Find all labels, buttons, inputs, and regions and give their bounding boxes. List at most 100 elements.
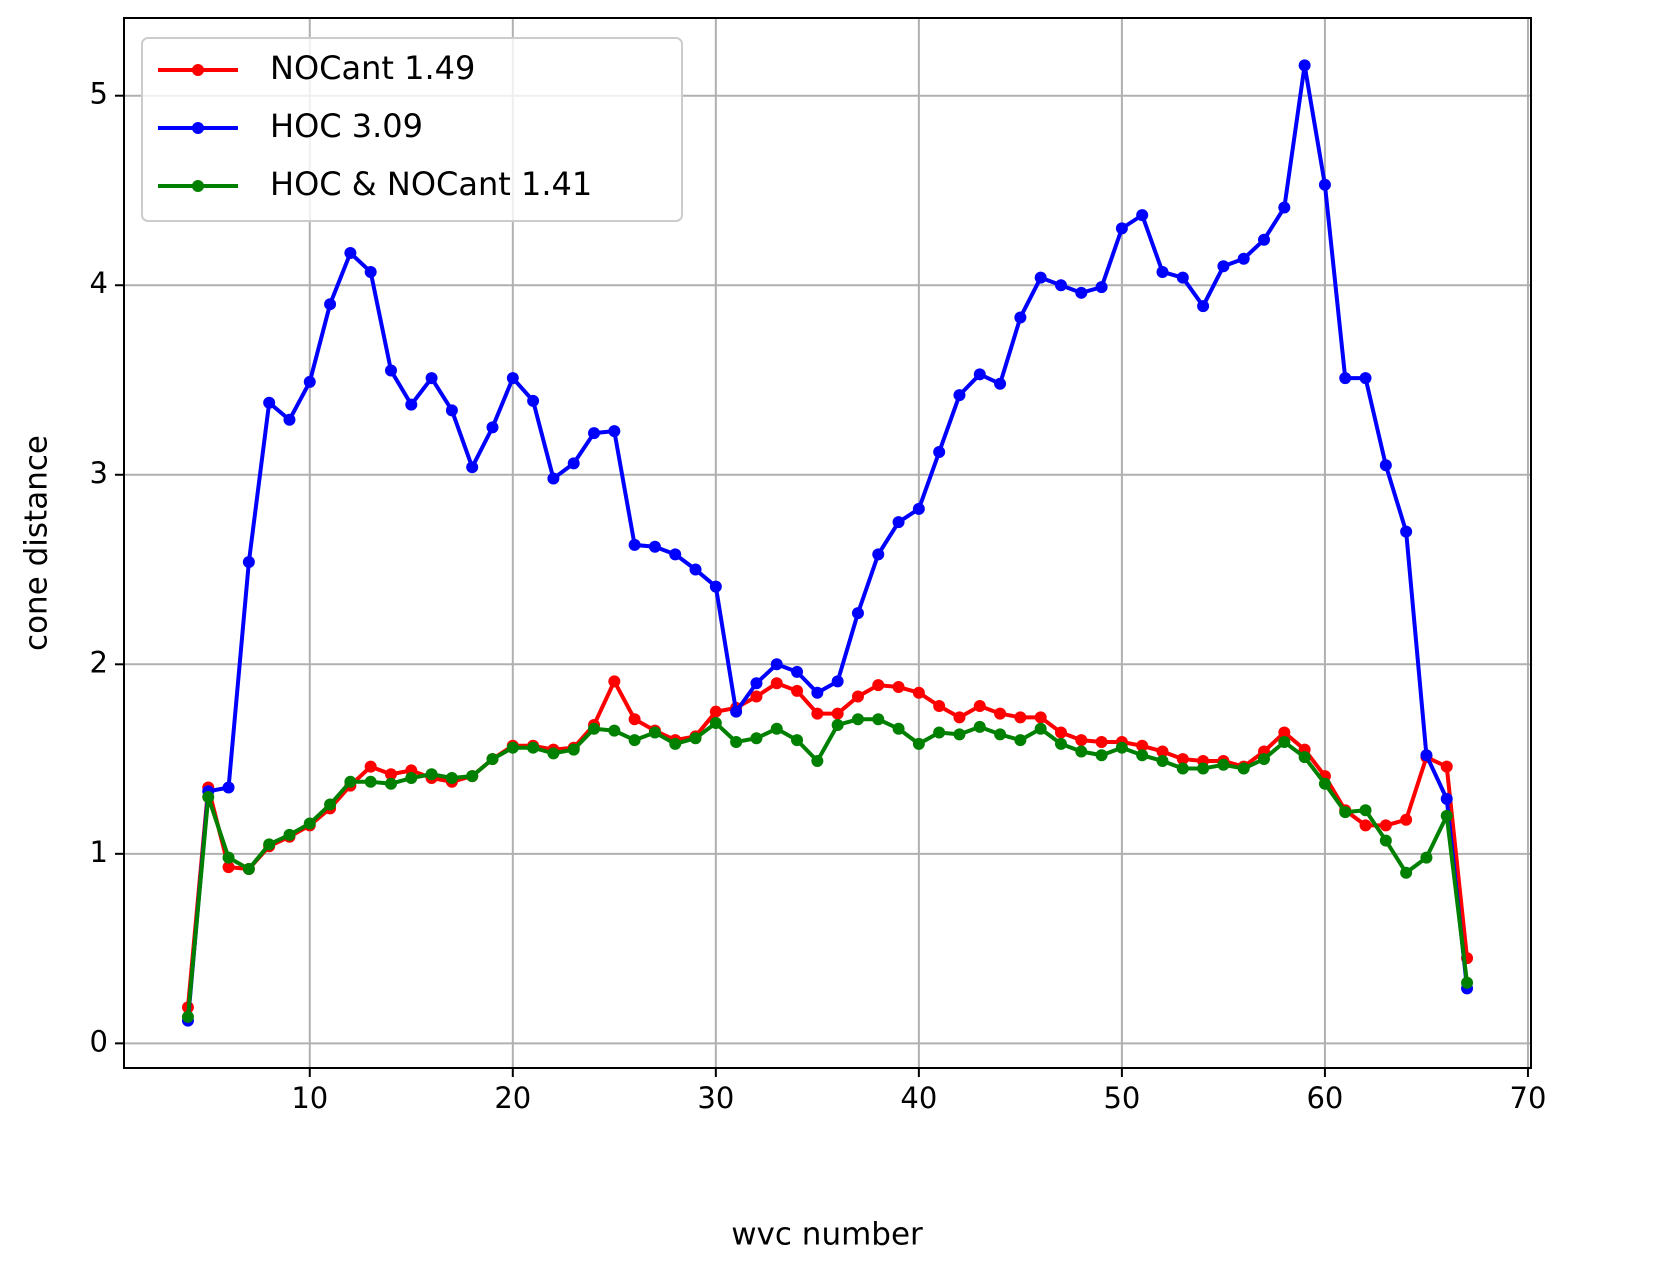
point	[588, 722, 601, 735]
x-tick-label: 50	[1103, 1081, 1140, 1115]
point	[384, 768, 397, 781]
point	[1156, 745, 1169, 758]
point	[283, 413, 296, 426]
point	[912, 737, 925, 750]
point	[181, 1010, 194, 1023]
point	[994, 707, 1007, 720]
point	[263, 396, 276, 409]
point	[1014, 734, 1027, 747]
point	[709, 580, 722, 593]
point	[1075, 745, 1088, 758]
point	[689, 732, 702, 745]
point	[445, 404, 458, 417]
point	[1176, 762, 1189, 775]
point	[628, 713, 641, 726]
point	[405, 772, 418, 785]
point	[811, 707, 824, 720]
point	[648, 726, 661, 739]
point	[1115, 741, 1128, 754]
point	[933, 699, 946, 712]
point	[1440, 760, 1453, 773]
point	[831, 718, 844, 731]
point	[1136, 749, 1149, 762]
point	[1318, 777, 1331, 790]
point	[1034, 711, 1047, 724]
x-tick-label: 60	[1306, 1081, 1343, 1115]
point	[1420, 749, 1433, 762]
point	[953, 728, 966, 741]
point	[851, 690, 864, 703]
point	[1095, 736, 1108, 749]
point	[486, 753, 499, 766]
point	[628, 538, 641, 551]
point	[892, 722, 905, 735]
point	[506, 372, 519, 385]
point	[588, 427, 601, 440]
point	[303, 817, 316, 830]
point	[1359, 819, 1372, 832]
point	[1217, 260, 1230, 273]
point	[1197, 762, 1210, 775]
point	[1278, 736, 1291, 749]
point	[1400, 866, 1413, 879]
point	[547, 747, 560, 760]
point	[242, 862, 255, 875]
point	[384, 777, 397, 790]
point	[1115, 222, 1128, 235]
point	[263, 838, 276, 851]
point	[608, 425, 621, 438]
point	[811, 686, 824, 699]
series-line	[185, 717, 1470, 1018]
point	[994, 728, 1007, 741]
point	[222, 861, 235, 874]
point	[648, 540, 661, 553]
point	[1278, 726, 1291, 739]
x-tick-label: 20	[494, 1081, 531, 1115]
legend-marker	[192, 122, 204, 134]
point	[831, 707, 844, 720]
point	[527, 394, 540, 407]
series-line	[185, 679, 1470, 1008]
point	[1258, 753, 1271, 766]
x-tick-label: 70	[1510, 1081, 1547, 1115]
point	[831, 675, 844, 688]
point	[1420, 851, 1433, 864]
series-line	[185, 63, 1470, 1021]
point	[973, 368, 986, 381]
point	[486, 421, 499, 434]
point	[1095, 281, 1108, 294]
point	[750, 732, 763, 745]
point	[770, 658, 783, 671]
plot-frame	[123, 17, 1532, 1069]
point	[750, 690, 763, 703]
legend-label: HOC 3.09	[270, 107, 423, 145]
legend-label: HOC & NOCant 1.41	[270, 165, 592, 203]
y-tick-label: 5	[90, 77, 108, 111]
point	[1298, 751, 1311, 764]
point	[344, 247, 357, 260]
point	[1034, 722, 1047, 735]
point	[1278, 201, 1291, 214]
point	[669, 548, 682, 561]
point	[445, 772, 458, 785]
point	[1197, 300, 1210, 313]
point	[364, 265, 377, 278]
point	[973, 699, 986, 712]
y-tick-label: 1	[90, 835, 108, 869]
point	[1156, 265, 1169, 278]
point	[1461, 976, 1474, 989]
point	[811, 754, 824, 767]
point	[1339, 806, 1352, 819]
point	[709, 705, 722, 718]
point	[1034, 271, 1047, 284]
point	[466, 770, 479, 783]
point	[791, 665, 804, 678]
point	[405, 398, 418, 411]
point	[1237, 762, 1250, 775]
point	[384, 364, 397, 377]
point	[527, 741, 540, 754]
point	[1136, 739, 1149, 752]
point	[324, 798, 337, 811]
